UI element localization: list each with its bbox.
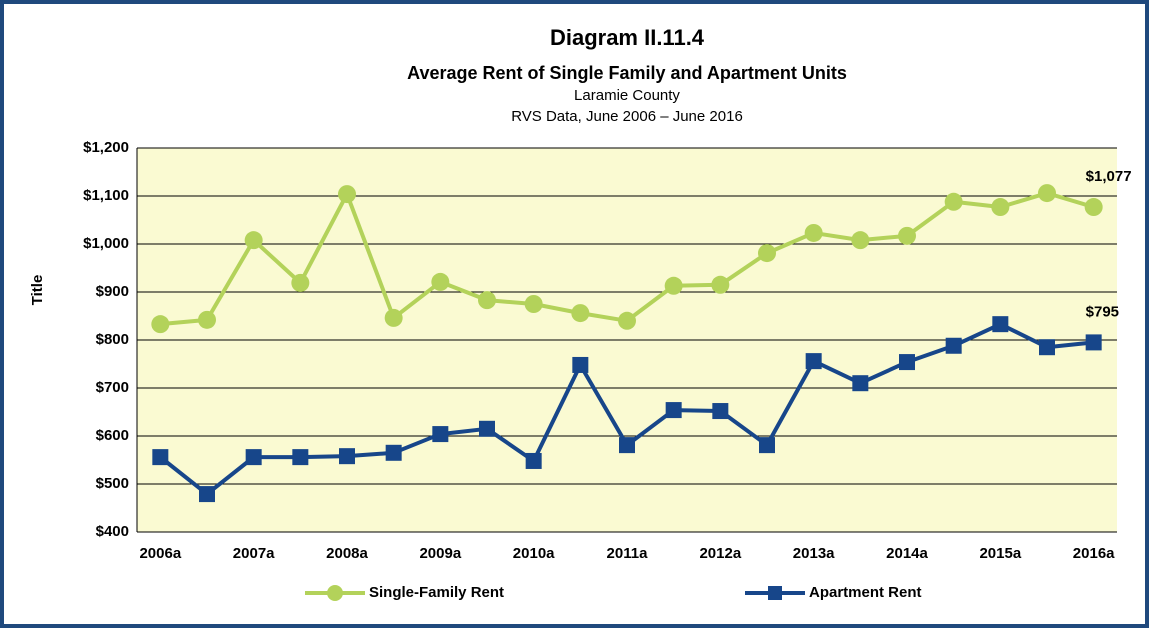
x-tick-label: 2014a (886, 545, 928, 562)
chart-subtitle: Average Rent of Single Family and Apartm… (407, 63, 847, 83)
y-tick-label: $900 (96, 283, 129, 300)
point (759, 437, 775, 454)
point (245, 449, 262, 466)
x-tick-label: 2008a (326, 545, 368, 562)
point (432, 426, 449, 443)
point (198, 310, 216, 329)
x-tick-label: 2012a (699, 545, 741, 562)
x-tick-label: 2011a (607, 545, 649, 562)
y-tick-label: $400 (96, 523, 129, 540)
point (1085, 334, 1102, 351)
x-tick-label: 2013a (793, 545, 835, 562)
point (1084, 198, 1103, 217)
point (898, 226, 916, 245)
point (431, 272, 450, 291)
point (327, 585, 343, 601)
point (572, 356, 589, 373)
chart-subtitle: RVS Data, June 2006 – June 2016 (511, 108, 743, 125)
legend-label: Apartment Rent (809, 584, 922, 601)
point (804, 223, 823, 242)
x-tick-label: 2007a (233, 545, 275, 562)
point (711, 275, 730, 294)
legend-label: Single-Family Rent (369, 584, 504, 601)
x-tick-label: 2016a (1073, 545, 1115, 562)
point (768, 586, 782, 600)
point (991, 198, 1010, 217)
point (712, 403, 729, 420)
point (571, 304, 590, 323)
point (1039, 339, 1055, 356)
chart-title: Diagram II.11.4 (550, 25, 705, 50)
point (525, 452, 542, 469)
point (899, 354, 915, 371)
point (664, 276, 683, 295)
point (944, 192, 963, 211)
point (244, 231, 263, 250)
chart-subtitle: Laramie County (574, 87, 680, 104)
y-tick-label: $700 (96, 379, 129, 396)
point (805, 353, 822, 370)
point (852, 375, 869, 392)
point (385, 444, 402, 461)
data-label: $1,077 (1086, 168, 1132, 185)
point (665, 402, 682, 419)
point (619, 437, 635, 454)
point (151, 315, 170, 334)
y-tick-label: $1,200 (83, 139, 129, 156)
point (339, 448, 355, 465)
point (478, 291, 496, 310)
y-tick-label: $500 (96, 475, 129, 492)
point (618, 311, 636, 330)
y-tick-label: $800 (96, 331, 129, 348)
point (851, 231, 870, 250)
x-tick-label: 2010a (513, 545, 555, 562)
x-tick-label: 2006a (139, 545, 181, 562)
point (479, 420, 495, 437)
x-tick-label: 2015a (979, 545, 1021, 562)
y-tick-label: $1,000 (83, 235, 129, 252)
point (338, 185, 356, 204)
point (524, 295, 543, 313)
x-tick-label: 2009a (419, 545, 461, 562)
point (758, 244, 776, 263)
point (992, 316, 1009, 333)
point (1038, 184, 1056, 203)
point (291, 273, 310, 292)
y-tick-label: $1,100 (83, 187, 129, 204)
y-axis-label: Title (29, 275, 46, 306)
point (945, 337, 962, 354)
point (292, 449, 309, 466)
data-label: $795 (1086, 303, 1119, 320)
y-tick-label: $600 (96, 427, 129, 444)
point (384, 308, 403, 327)
point (152, 449, 169, 466)
point (199, 486, 215, 503)
